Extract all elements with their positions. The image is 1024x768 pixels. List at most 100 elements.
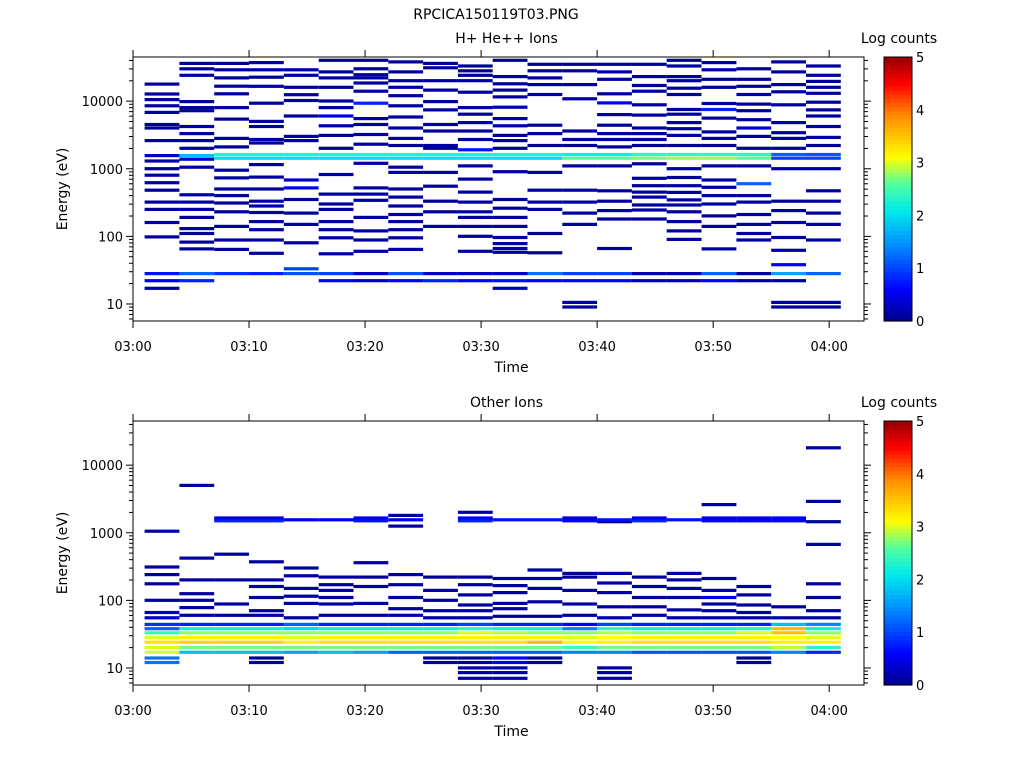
colorbar-swatch — [884, 598, 912, 604]
heatmap-cell — [492, 272, 528, 276]
heatmap-cell — [666, 184, 702, 188]
heatmap-cell — [179, 100, 215, 104]
heatmap-cell — [527, 156, 563, 160]
heatmap-cell — [527, 62, 563, 66]
heatmap-cell — [249, 119, 284, 123]
colorbar-swatch — [884, 180, 912, 186]
heatmap-cell — [353, 132, 389, 137]
heatmap-cell — [771, 627, 806, 631]
colorbar-swatch — [884, 652, 912, 657]
heatmap-cell — [353, 76, 389, 80]
heatmap-cell — [597, 676, 632, 680]
heatmap-cell — [388, 85, 424, 89]
colorbar-swatch — [884, 110, 912, 116]
heatmap-cell — [144, 167, 180, 171]
heatmap-cell — [562, 571, 598, 575]
heatmap-cell — [283, 98, 319, 103]
heatmap-cell — [144, 610, 180, 615]
colorbar-swatch — [884, 135, 912, 141]
colorbar-swatch — [884, 213, 912, 219]
colorbar-swatch — [884, 201, 912, 207]
heatmap-cell — [597, 640, 632, 644]
heatmap-cell — [318, 602, 354, 606]
heatmap-cell — [631, 217, 667, 221]
heatmap-cell — [597, 199, 632, 203]
heatmap-cell — [457, 64, 493, 68]
heatmap-cells — [144, 446, 841, 680]
colorbar-swatch — [884, 619, 912, 624]
heatmap-cell — [353, 73, 389, 77]
colorbar-swatch — [884, 296, 912, 301]
colorbar-swatch — [884, 98, 912, 103]
heatmap-cell — [249, 609, 284, 613]
heatmap-cell — [144, 636, 180, 640]
heatmap-cell — [144, 207, 180, 211]
heatmap-cell — [527, 631, 563, 635]
colorbar-swatch — [884, 454, 912, 459]
panel-title: H+ He++ Ions — [455, 31, 558, 47]
heatmap-cell — [318, 207, 354, 211]
heatmap-cell — [388, 70, 424, 74]
heatmap-cell — [562, 200, 598, 204]
heatmap-cell — [492, 117, 528, 121]
heatmap-cell — [179, 606, 215, 610]
heatmap-cell — [492, 660, 528, 665]
heatmap-cell — [631, 636, 667, 640]
heatmap-cell — [388, 187, 424, 191]
heatmap-cell — [736, 164, 772, 168]
colorbar-swatch — [884, 275, 912, 281]
heatmap-cell — [736, 640, 772, 644]
colorbar-swatch — [884, 114, 912, 120]
heatmap-cell — [666, 152, 702, 157]
y-tick-label: 100 — [98, 230, 123, 245]
heatmap-cell — [179, 483, 215, 487]
heatmap-cell — [666, 203, 702, 207]
heatmap-cell — [597, 152, 632, 157]
heatmap-cell — [388, 236, 424, 240]
colorbar-swatch — [884, 581, 912, 587]
heatmap-cell — [527, 586, 563, 590]
colorbar-swatch — [884, 499, 912, 505]
heatmap-cell — [631, 132, 667, 136]
heatmap-cell — [457, 616, 493, 620]
colorbar-swatch — [884, 429, 912, 434]
heatmap-cell — [318, 76, 354, 80]
heatmap-cell — [353, 575, 389, 579]
heatmap-cell — [423, 272, 458, 276]
heatmap-cell — [388, 136, 424, 140]
heatmap-cell — [318, 114, 354, 118]
heatmap-cell — [736, 146, 772, 150]
x-tick-label: 03:40 — [578, 340, 615, 355]
x-axis-label: Time — [493, 724, 528, 740]
heatmap-cell — [527, 650, 563, 654]
colorbar-swatch — [884, 639, 912, 645]
heatmap-cell — [562, 588, 598, 592]
heatmap-cell — [666, 616, 702, 620]
heatmap-cell — [597, 650, 632, 654]
heatmap-cell — [597, 156, 632, 160]
colorbar-swatch — [884, 458, 912, 463]
heatmap-cell — [562, 650, 598, 654]
heatmap-cell — [736, 212, 772, 217]
heatmap-cell — [144, 272, 180, 276]
heatmap-cell — [214, 68, 249, 72]
heatmap-cell — [283, 627, 319, 631]
heatmap-cell — [562, 69, 598, 73]
heatmap-cell — [806, 582, 841, 586]
heatmap-cell — [597, 132, 632, 136]
heatmap-cell — [527, 636, 563, 640]
heatmap-cell — [179, 240, 215, 244]
heatmap-cell — [457, 645, 493, 650]
heatmap-cell — [353, 101, 389, 105]
heatmap-cell — [806, 152, 841, 157]
heatmap-cell — [179, 578, 215, 582]
heatmap-cell — [736, 627, 772, 631]
colorbar-swatch — [884, 524, 912, 529]
heatmap-cell — [283, 622, 319, 626]
heatmap-cell — [353, 67, 389, 71]
colorbar-swatch — [884, 139, 912, 145]
heatmap-cell — [283, 272, 319, 276]
heatmap-cell — [631, 519, 667, 523]
heatmap-cell — [423, 100, 458, 104]
heatmap-cell — [527, 518, 563, 522]
